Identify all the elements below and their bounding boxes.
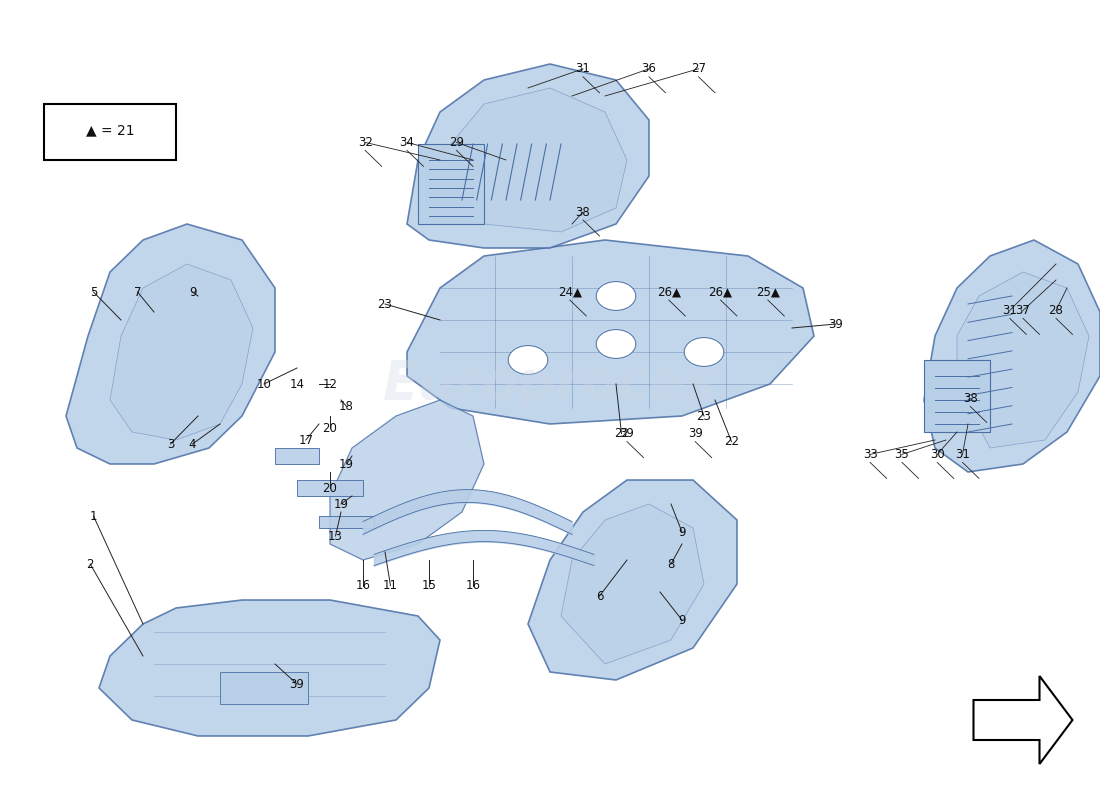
- Text: 2: 2: [87, 558, 94, 570]
- Bar: [924, 360, 990, 432]
- Text: 37: 37: [1015, 304, 1031, 317]
- Text: 38: 38: [962, 392, 978, 405]
- Text: 35: 35: [894, 448, 910, 461]
- Text: 23: 23: [377, 298, 393, 310]
- Text: 33: 33: [862, 448, 878, 461]
- Text: 36: 36: [641, 62, 657, 75]
- Circle shape: [508, 346, 548, 374]
- Polygon shape: [561, 504, 704, 664]
- Text: 13: 13: [328, 530, 343, 542]
- Text: 30: 30: [930, 448, 945, 461]
- Text: 8: 8: [668, 558, 674, 570]
- Text: 4: 4: [189, 438, 196, 450]
- Bar: [418, 144, 484, 224]
- Text: 3: 3: [167, 438, 174, 450]
- Text: 10: 10: [256, 378, 272, 390]
- Text: 1: 1: [90, 510, 97, 522]
- Text: 26▲: 26▲: [708, 286, 733, 298]
- Polygon shape: [99, 600, 440, 736]
- Circle shape: [596, 282, 636, 310]
- Text: 15: 15: [421, 579, 437, 592]
- Polygon shape: [66, 224, 275, 464]
- Text: 31: 31: [1002, 304, 1018, 317]
- Text: 39: 39: [688, 427, 703, 440]
- Polygon shape: [440, 88, 627, 232]
- Text: 16: 16: [465, 579, 481, 592]
- Bar: [319, 516, 374, 528]
- Text: 24▲: 24▲: [558, 286, 582, 298]
- Text: 19: 19: [333, 498, 349, 510]
- Text: 39: 39: [289, 678, 305, 690]
- Polygon shape: [110, 264, 253, 440]
- Text: 39: 39: [828, 318, 844, 330]
- Text: 26▲: 26▲: [657, 286, 681, 298]
- Text: 9: 9: [679, 614, 685, 626]
- Text: 39: 39: [619, 427, 635, 440]
- Text: 20: 20: [322, 482, 338, 494]
- Text: 20: 20: [322, 422, 338, 434]
- Text: 11: 11: [383, 579, 398, 592]
- Polygon shape: [974, 676, 1072, 764]
- Bar: [297, 480, 363, 496]
- Text: Europroces: Europroces: [383, 358, 717, 410]
- Circle shape: [684, 338, 724, 366]
- Text: 32: 32: [358, 136, 373, 149]
- FancyBboxPatch shape: [44, 104, 176, 160]
- Text: 22: 22: [614, 427, 629, 440]
- Polygon shape: [407, 240, 814, 424]
- Text: 9: 9: [189, 286, 196, 298]
- Polygon shape: [957, 272, 1089, 448]
- Text: 38: 38: [575, 206, 591, 218]
- Text: 17: 17: [298, 434, 314, 446]
- Text: 25▲: 25▲: [756, 286, 780, 298]
- Text: 14: 14: [289, 378, 305, 390]
- Text: 5: 5: [90, 286, 97, 298]
- Bar: [275, 448, 319, 464]
- Text: 9: 9: [679, 526, 685, 538]
- Polygon shape: [528, 480, 737, 680]
- Text: 18: 18: [339, 400, 354, 413]
- Polygon shape: [924, 240, 1100, 472]
- Text: 28: 28: [1048, 304, 1064, 317]
- Bar: [220, 672, 308, 704]
- Polygon shape: [330, 400, 484, 560]
- Text: ▲ = 21: ▲ = 21: [86, 123, 134, 138]
- Text: 19: 19: [339, 458, 354, 470]
- Text: 31: 31: [955, 448, 970, 461]
- Text: 34: 34: [399, 136, 415, 149]
- Text: 7: 7: [134, 286, 141, 298]
- Text: 27: 27: [691, 62, 706, 75]
- Text: 22: 22: [724, 435, 739, 448]
- Text: 31: 31: [575, 62, 591, 75]
- Text: 23: 23: [696, 410, 712, 422]
- Text: 16: 16: [355, 579, 371, 592]
- Circle shape: [596, 330, 636, 358]
- Text: 12: 12: [322, 378, 338, 390]
- Text: 6: 6: [596, 590, 603, 602]
- Polygon shape: [407, 64, 649, 248]
- Text: 29: 29: [449, 136, 464, 149]
